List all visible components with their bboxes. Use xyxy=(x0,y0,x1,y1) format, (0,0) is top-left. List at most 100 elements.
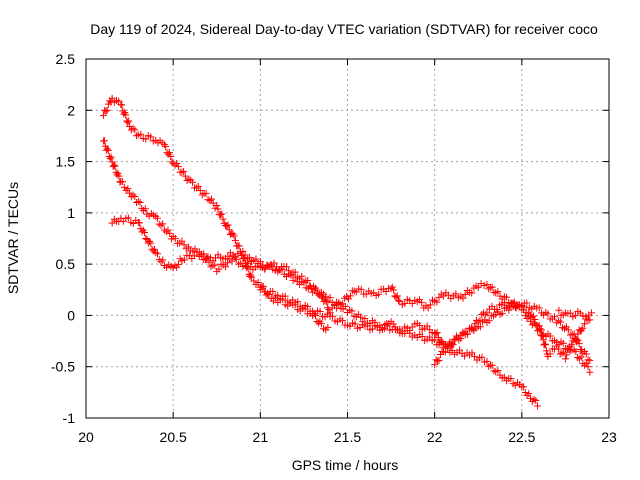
data-point xyxy=(546,350,554,358)
data-point xyxy=(196,186,204,194)
data-point xyxy=(463,330,471,338)
data-point xyxy=(124,118,132,126)
data-point xyxy=(401,299,409,307)
data-point xyxy=(574,308,582,316)
data-point xyxy=(435,356,443,364)
data-point xyxy=(561,355,569,363)
x-tick-label: 23 xyxy=(601,429,617,445)
data-point xyxy=(575,355,583,363)
data-point xyxy=(585,311,593,319)
data-point xyxy=(312,284,320,292)
data-point xyxy=(174,163,182,171)
data-point xyxy=(586,368,594,376)
data-point xyxy=(423,322,431,330)
data-point xyxy=(418,299,426,307)
data-point xyxy=(357,313,365,321)
data-point xyxy=(452,290,460,298)
data-point xyxy=(162,228,170,236)
data-point xyxy=(527,317,535,325)
data-point xyxy=(558,349,566,357)
data-point xyxy=(142,234,150,242)
data-point xyxy=(581,320,589,328)
series-satellite-track-1 xyxy=(99,94,332,334)
data-point xyxy=(184,243,192,251)
data-point xyxy=(483,357,491,365)
data-point xyxy=(488,283,496,291)
data-point xyxy=(393,292,401,300)
data-point xyxy=(180,256,188,264)
data-point xyxy=(523,315,531,323)
data-point xyxy=(241,251,249,259)
data-point xyxy=(168,158,176,166)
data-point xyxy=(483,280,491,288)
y-tick-label: 2 xyxy=(67,102,75,118)
data-point xyxy=(198,191,206,199)
data-point xyxy=(449,341,457,349)
data-point xyxy=(124,185,132,193)
series-satellite-track-3 xyxy=(108,214,594,376)
data-point xyxy=(339,300,347,308)
data-point xyxy=(544,310,552,318)
data-point xyxy=(569,313,577,321)
data-point xyxy=(136,219,144,227)
data-point xyxy=(555,306,563,314)
data-point xyxy=(554,345,562,353)
data-point xyxy=(346,292,354,300)
data-point xyxy=(546,332,554,340)
data-point xyxy=(317,320,325,328)
data-point xyxy=(531,316,539,324)
series-satellite-track-4 xyxy=(256,284,594,364)
data-point xyxy=(321,296,329,304)
data-point xyxy=(575,340,583,348)
data-point xyxy=(171,234,179,242)
x-tick-label: 22.5 xyxy=(508,429,535,445)
data-point xyxy=(476,323,484,331)
data-point xyxy=(281,292,289,300)
data-point xyxy=(434,333,442,341)
data-point xyxy=(147,133,155,141)
data-point xyxy=(557,318,565,326)
data-point xyxy=(146,237,154,245)
data-point xyxy=(125,117,133,125)
data-point xyxy=(478,353,486,361)
data-point xyxy=(314,319,322,327)
y-tick-label: 0 xyxy=(67,307,75,323)
data-point xyxy=(159,220,167,228)
axis-ticks: 20 20.5 21 21.5 22 22.5 23-1-0.500.511.522.5 xyxy=(51,51,617,445)
data-point xyxy=(538,332,546,340)
data-point xyxy=(207,263,215,271)
data-point xyxy=(205,258,213,266)
data-point xyxy=(228,257,236,265)
data-point xyxy=(141,228,149,236)
data-point xyxy=(150,245,158,253)
data-point xyxy=(174,260,182,268)
data-point xyxy=(416,322,424,330)
data-point xyxy=(521,389,529,397)
data-point xyxy=(448,347,456,355)
x-tick-label: 20 xyxy=(78,429,94,445)
data-point xyxy=(498,309,506,317)
data-point xyxy=(119,178,127,186)
grid xyxy=(86,59,609,418)
data-point xyxy=(232,255,240,263)
data-point xyxy=(392,293,400,301)
data-point xyxy=(586,316,594,324)
data-point xyxy=(100,137,108,145)
data-point xyxy=(333,304,341,312)
data-point xyxy=(285,267,293,275)
data-point xyxy=(509,302,517,310)
data-point xyxy=(129,191,137,199)
data-point xyxy=(118,101,126,109)
data-point xyxy=(431,361,439,369)
data-point xyxy=(568,341,576,349)
data-point xyxy=(298,272,306,280)
data-point xyxy=(357,285,365,293)
data-point xyxy=(483,309,491,317)
data-point xyxy=(434,357,442,365)
data-point xyxy=(115,172,123,180)
data-point xyxy=(339,317,347,325)
data-point xyxy=(189,178,197,186)
data-point xyxy=(542,341,550,349)
data-point xyxy=(153,214,161,222)
data-point xyxy=(348,307,356,315)
